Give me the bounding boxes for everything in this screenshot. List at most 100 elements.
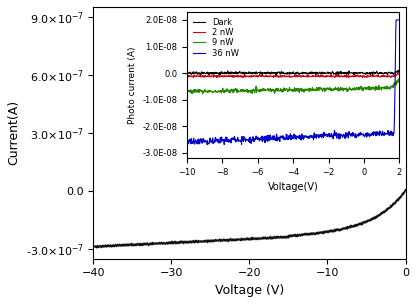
Point bbox=[302, 232, 308, 237]
Point bbox=[312, 231, 318, 236]
Point bbox=[102, 243, 109, 248]
Point bbox=[223, 238, 230, 243]
Point bbox=[320, 230, 327, 234]
Point bbox=[161, 240, 167, 245]
Point bbox=[357, 220, 364, 225]
Point bbox=[196, 238, 203, 243]
Point bbox=[280, 234, 287, 239]
Point bbox=[243, 236, 250, 241]
Point bbox=[184, 239, 191, 244]
Point bbox=[285, 233, 292, 238]
Point bbox=[132, 241, 139, 246]
Point bbox=[161, 240, 167, 245]
Point bbox=[382, 207, 389, 212]
Point bbox=[143, 241, 150, 246]
Point bbox=[395, 196, 401, 201]
Point bbox=[314, 230, 321, 235]
Point bbox=[156, 240, 163, 245]
Point bbox=[301, 232, 307, 237]
Point bbox=[201, 238, 208, 243]
Point bbox=[109, 243, 116, 248]
Point bbox=[272, 234, 279, 239]
Point bbox=[311, 231, 317, 236]
Point bbox=[344, 225, 351, 230]
Point bbox=[376, 212, 382, 217]
Point bbox=[391, 201, 397, 206]
Point bbox=[150, 240, 156, 245]
Point bbox=[295, 233, 302, 237]
Point bbox=[380, 209, 387, 214]
Point bbox=[97, 243, 104, 248]
Point bbox=[172, 239, 178, 244]
Point bbox=[268, 234, 275, 239]
Point bbox=[123, 243, 129, 247]
Point bbox=[258, 236, 264, 240]
Point bbox=[384, 206, 391, 211]
Point bbox=[260, 235, 267, 240]
Point bbox=[125, 242, 131, 247]
Point bbox=[297, 232, 304, 237]
Point bbox=[336, 226, 342, 231]
Point bbox=[387, 203, 394, 208]
Point bbox=[204, 238, 210, 243]
Point bbox=[186, 239, 193, 244]
Point bbox=[293, 233, 300, 238]
Point bbox=[341, 226, 348, 230]
Point bbox=[292, 233, 298, 238]
Point bbox=[356, 221, 363, 226]
Point bbox=[394, 197, 401, 202]
Point bbox=[232, 237, 239, 242]
Point bbox=[108, 243, 114, 248]
Point bbox=[176, 239, 183, 244]
Point bbox=[233, 237, 240, 241]
Point bbox=[243, 237, 249, 242]
Point bbox=[237, 237, 244, 242]
Point bbox=[136, 242, 143, 247]
Point bbox=[232, 237, 238, 242]
Point bbox=[92, 244, 99, 249]
Point bbox=[182, 239, 188, 244]
Point bbox=[165, 240, 171, 245]
Point bbox=[356, 221, 363, 226]
Point bbox=[219, 237, 225, 242]
Point bbox=[393, 199, 400, 204]
Point bbox=[387, 203, 394, 208]
Point bbox=[92, 244, 98, 248]
Point bbox=[208, 237, 214, 242]
Point bbox=[239, 236, 246, 241]
Point bbox=[373, 214, 379, 219]
Point bbox=[218, 237, 225, 242]
Point bbox=[379, 209, 386, 214]
Point bbox=[156, 240, 163, 245]
Point bbox=[97, 244, 104, 249]
Point bbox=[144, 241, 150, 246]
Point bbox=[137, 242, 144, 247]
Point bbox=[233, 237, 239, 241]
Point bbox=[214, 237, 220, 242]
Point bbox=[246, 236, 253, 241]
Point bbox=[175, 240, 181, 244]
Point bbox=[290, 233, 297, 237]
Point bbox=[353, 222, 359, 227]
Point bbox=[309, 231, 315, 236]
Point bbox=[399, 192, 405, 197]
Point bbox=[270, 235, 277, 240]
Point bbox=[229, 236, 235, 241]
Point bbox=[135, 241, 141, 246]
Point bbox=[346, 224, 352, 229]
Point bbox=[358, 220, 365, 225]
Point bbox=[255, 236, 262, 240]
Point bbox=[300, 231, 307, 236]
Point bbox=[124, 242, 130, 247]
Point bbox=[300, 232, 307, 237]
Point bbox=[352, 223, 358, 228]
Point bbox=[155, 240, 161, 245]
Point bbox=[171, 240, 178, 245]
Point bbox=[220, 237, 226, 241]
Point bbox=[368, 216, 374, 221]
Point bbox=[240, 236, 247, 241]
Point bbox=[225, 237, 232, 241]
Point bbox=[286, 233, 293, 238]
Point bbox=[220, 238, 227, 243]
Point bbox=[362, 219, 368, 224]
